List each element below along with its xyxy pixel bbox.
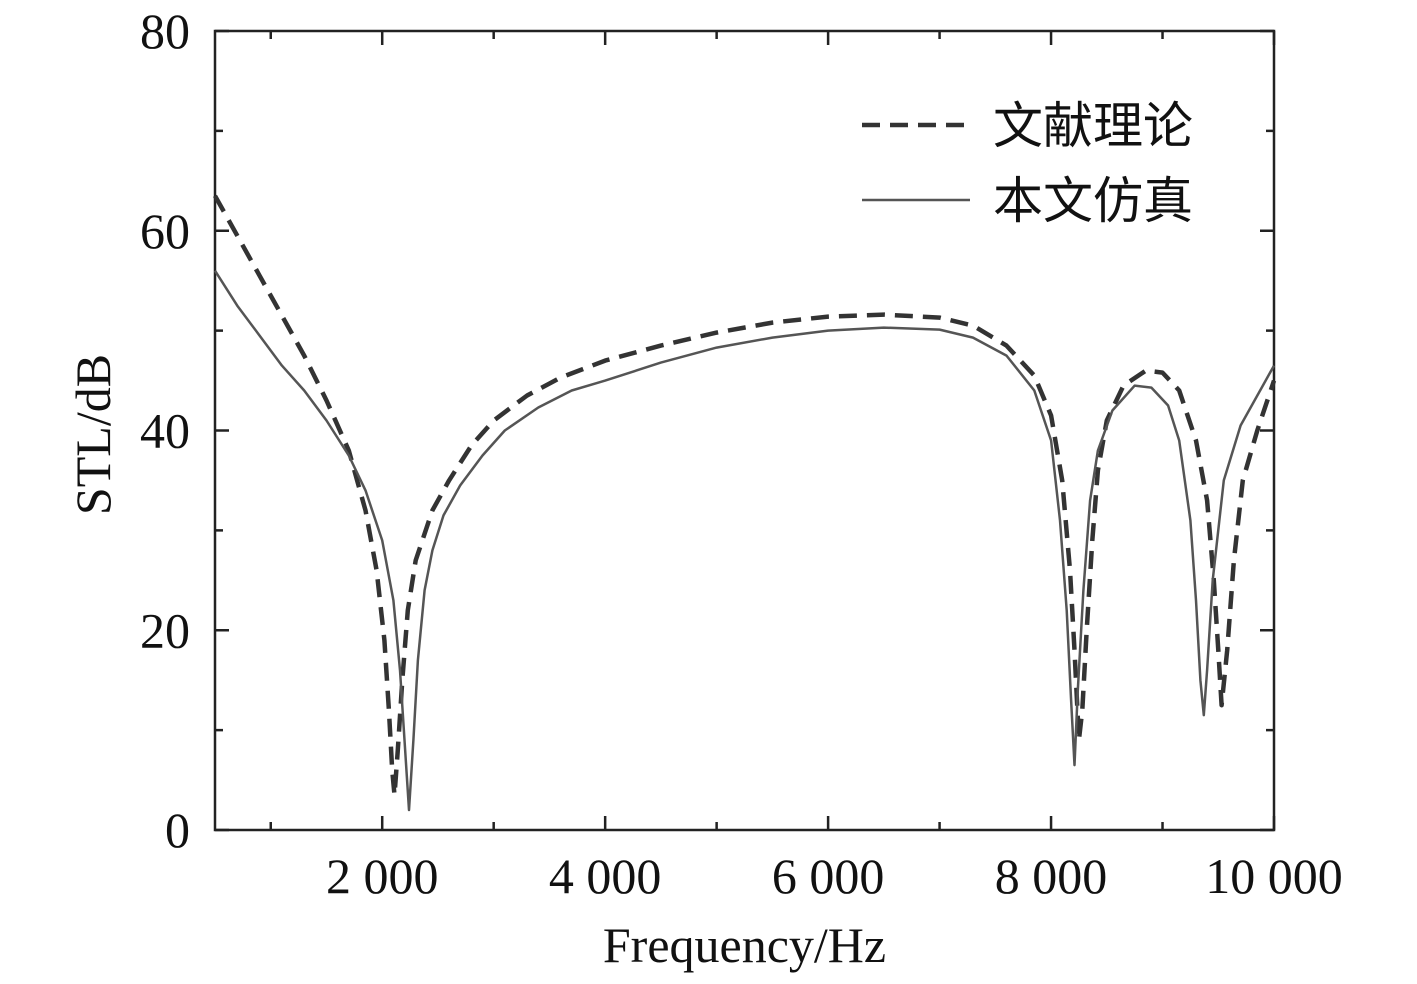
series-lines-group (213, 194, 1277, 812)
legend-label-1: 本文仿真 (993, 173, 1193, 229)
ticks-group (215, 29, 1276, 832)
x-tick-label-2000: 2 000 (326, 848, 439, 904)
y-tick-label-60: 60 (140, 203, 190, 259)
y-tick-label-80: 80 (140, 3, 190, 59)
series-line-1 (213, 270, 1276, 812)
x-axis-title: Frequency/Hz (603, 917, 886, 973)
x-tick-label-6000: 6 000 (772, 848, 885, 904)
labels-group: 0 20 40 60 80 2 000 4 000 6 000 8 000 10 000 Frequ… (65, 3, 1343, 973)
y-tick-label-20: 20 (140, 602, 190, 658)
x-tick-label-4000: 4 000 (549, 848, 662, 904)
y-tick-label-0: 0 (165, 802, 190, 858)
y-tick-label-40: 40 (140, 403, 190, 459)
x-tick-label-10000: 10 000 (1205, 848, 1343, 904)
x-tick-label-8000: 8 000 (995, 848, 1108, 904)
legend-label-0: 文献理论 (993, 98, 1193, 154)
y-axis-title: STL/dB (65, 354, 121, 515)
series-line-0 (213, 194, 1277, 798)
